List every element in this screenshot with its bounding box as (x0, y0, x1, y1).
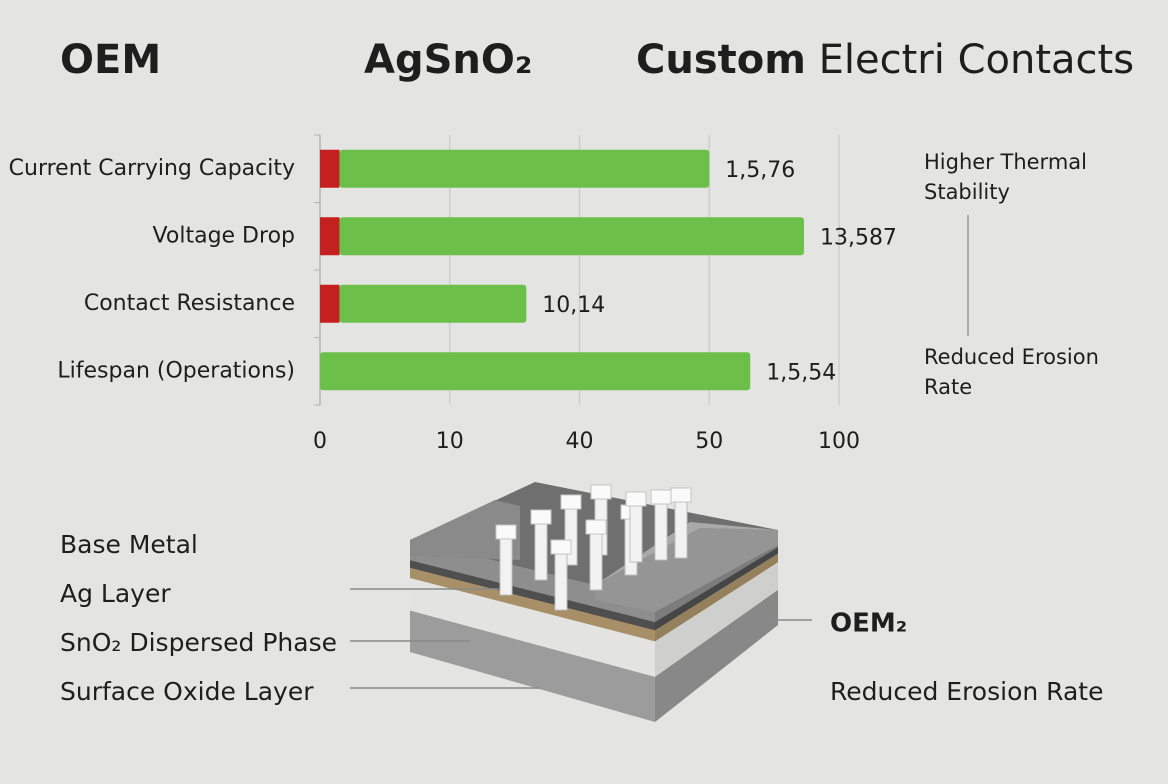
title-right-bold: Custom (636, 37, 806, 83)
layer-diagram: Base Metal Ag Layer SnO₂ Dispersed Phase Su… (60, 482, 1104, 722)
category-label: Current Carrying Capacity (9, 156, 295, 181)
title-row: OEM AgSnO₂ Custom Electri Contacts (60, 37, 1134, 83)
category-label: Voltage Drop (153, 223, 295, 248)
right-label: Reduced Erosion Rate (830, 677, 1104, 706)
bar-text: 10,14 (542, 293, 605, 318)
bar-text: 13,587 (820, 225, 897, 250)
x-tick-label: 10 (436, 429, 464, 454)
contact-pin-head (585, 519, 607, 535)
layer-label: Surface Oxide Layer (60, 677, 314, 706)
bar-segment (320, 352, 751, 391)
side-annotation: Reduced Erosion (924, 345, 1099, 369)
x-tick-label: 100 (818, 429, 860, 454)
title-right: Custom Electri Contacts (636, 37, 1134, 83)
x-tick-label: 40 (566, 429, 594, 454)
block-layer-side (655, 553, 778, 642)
bar-segment (339, 284, 527, 323)
x-tick-label: 0 (313, 429, 327, 454)
title-right-rest: Electri Contacts (806, 37, 1134, 83)
bar-segment (339, 217, 804, 256)
contact-pin-head (625, 491, 647, 507)
bar-segment (320, 149, 340, 188)
contact-pin-head (650, 489, 672, 505)
category-label: Contact Resistance (84, 291, 295, 316)
side-annotation: Rate (924, 375, 972, 399)
contact-pin-head (560, 494, 582, 510)
title-center: AgSnO₂ (364, 37, 532, 83)
layer-label: SnO₂ Dispersed Phase (60, 628, 337, 657)
x-tick-label: 50 (695, 429, 723, 454)
bar-segment (320, 284, 340, 323)
contact-pin-head (590, 484, 612, 500)
right-label: OEM₂ (830, 609, 907, 639)
contact-pin-head (495, 524, 517, 540)
bar-text: 1,5,54 (766, 360, 836, 385)
block-layer (410, 578, 655, 677)
layer-label: Ag Layer (60, 579, 171, 608)
ridge-right (595, 528, 778, 612)
contact-pin-head (550, 539, 572, 555)
title-left: OEM (60, 37, 161, 83)
block-layer (410, 560, 655, 631)
bar-text: 1,5,76 (725, 158, 795, 183)
block-layer-side (655, 589, 778, 722)
block-layer (410, 610, 655, 722)
block-layer-side (655, 547, 778, 631)
bar-segment (339, 149, 710, 188)
block-layer (410, 540, 655, 622)
contact-pin-head (670, 487, 692, 503)
ridge-left (410, 500, 520, 560)
side-annotation: Stability (924, 180, 1010, 204)
bar-chart: 0 10 40 50 100 Current Carrying Capacity 1,5,7… (9, 134, 1099, 454)
category-label: Lifespan (Operations) (57, 358, 295, 383)
bar-segment (320, 217, 340, 256)
block-layer-side (655, 562, 778, 677)
layer-label: Base Metal (60, 530, 198, 559)
contact-pin-head (530, 509, 552, 525)
side-annotation: Higher Thermal (924, 150, 1087, 174)
block-layer (410, 568, 655, 642)
